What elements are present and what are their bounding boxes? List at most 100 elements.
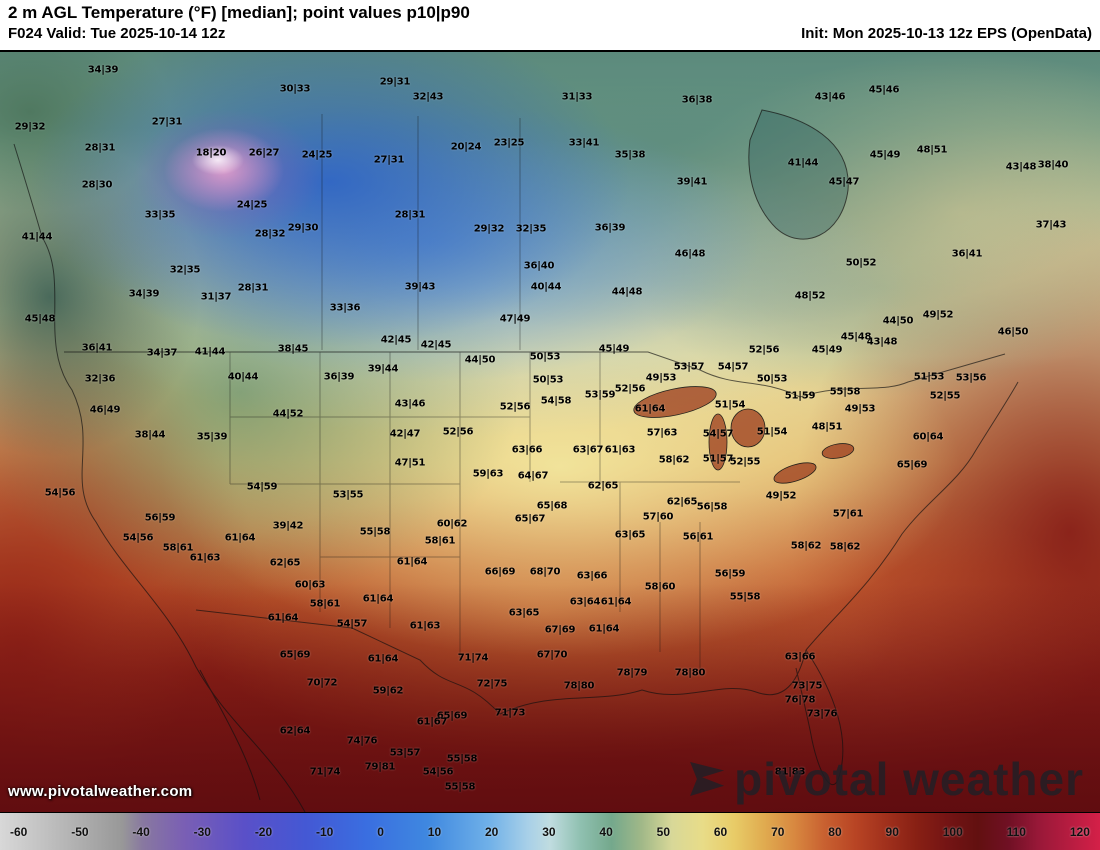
point-value: 50|53 bbox=[532, 374, 564, 386]
colorbar-tick: 120 bbox=[1069, 824, 1090, 839]
point-value: 56|59 bbox=[144, 512, 176, 524]
point-value: 64|67 bbox=[517, 470, 549, 482]
point-value: 61|64 bbox=[634, 403, 666, 415]
colorbar-tick: 110 bbox=[1006, 824, 1026, 839]
point-value: 53|55 bbox=[332, 489, 364, 501]
point-value: 61|63 bbox=[189, 552, 221, 564]
point-value: 59|62 bbox=[372, 685, 404, 697]
hudson-bay-shape bbox=[748, 109, 849, 240]
point-value: 33|35 bbox=[144, 209, 176, 221]
point-value: 45|47 bbox=[828, 176, 860, 188]
point-value: 32|36 bbox=[84, 373, 116, 385]
point-value: 78|79 bbox=[616, 667, 648, 679]
point-value: 54|56 bbox=[122, 532, 154, 544]
west-coastline bbox=[41, 236, 306, 812]
point-value: 32|35 bbox=[515, 223, 547, 235]
point-value: 35|38 bbox=[614, 149, 646, 161]
point-value: 58|61 bbox=[162, 542, 194, 554]
point-value: 58|61 bbox=[309, 598, 341, 610]
point-value: 58|62 bbox=[790, 540, 822, 552]
point-value: 42|45 bbox=[420, 339, 452, 351]
point-value: 36|38 bbox=[681, 94, 713, 106]
colorbar-tick: -60 bbox=[10, 824, 28, 839]
point-value: 61|64 bbox=[367, 653, 399, 665]
point-value: 54|56 bbox=[44, 487, 76, 499]
point-value: 39|42 bbox=[272, 520, 304, 532]
point-value: 43|46 bbox=[394, 398, 426, 410]
point-value: 36|39 bbox=[323, 371, 355, 383]
point-value: 18|20 bbox=[195, 147, 227, 159]
point-value: 57|63 bbox=[646, 427, 678, 439]
point-value: 50|52 bbox=[845, 257, 877, 269]
point-value: 49|53 bbox=[645, 372, 677, 384]
point-value: 34|37 bbox=[146, 347, 178, 359]
map-borders bbox=[13, 109, 1019, 812]
point-value: 28|31 bbox=[84, 142, 116, 154]
point-value: 36|39 bbox=[594, 222, 626, 234]
brand-text: pivotal weather bbox=[734, 753, 1084, 805]
point-value: 28|31 bbox=[394, 209, 426, 221]
point-value: 49|52 bbox=[922, 309, 954, 321]
point-value: 36|40 bbox=[523, 260, 555, 272]
point-value: 45|49 bbox=[869, 149, 901, 161]
point-value: 38|45 bbox=[277, 343, 309, 355]
point-value: 44|48 bbox=[611, 286, 643, 298]
point-value: 61|64 bbox=[396, 556, 428, 568]
point-value: 61|63 bbox=[604, 444, 636, 456]
point-value: 70|72 bbox=[306, 677, 338, 689]
point-value: 65|69 bbox=[896, 459, 928, 471]
point-value: 51|57 bbox=[702, 453, 734, 465]
point-value: 73|76 bbox=[806, 708, 838, 720]
point-value: 63|65 bbox=[614, 529, 646, 541]
point-value: 58|60 bbox=[644, 581, 676, 593]
point-value: 39|44 bbox=[367, 363, 399, 375]
colorbar-tick: -20 bbox=[254, 824, 273, 839]
point-value: 71|74 bbox=[309, 766, 341, 778]
colorbar-tick: 30 bbox=[542, 824, 556, 839]
point-value: 49|52 bbox=[765, 490, 797, 502]
website-watermark: www.pivotalweather.com bbox=[8, 783, 193, 800]
point-value: 54|58 bbox=[540, 395, 572, 407]
point-value: 61|64 bbox=[588, 623, 620, 635]
temperature-colorbar: -60 -50 -40 -30 -20 -10 0 10 20 30 40 50 60 70 80 90 100… bbox=[0, 812, 1100, 850]
colorbar-tick: 100 bbox=[942, 824, 963, 839]
point-value: 63|66 bbox=[576, 570, 608, 582]
point-value: 63|66 bbox=[784, 651, 816, 663]
point-value: 53|59 bbox=[584, 389, 616, 401]
point-value: 44|52 bbox=[272, 408, 304, 420]
point-value: 58|62 bbox=[658, 454, 690, 466]
colorbar-tick: 20 bbox=[484, 824, 499, 839]
point-value: 50|53 bbox=[756, 373, 788, 385]
point-value: 61|64 bbox=[224, 532, 256, 544]
point-value: 72|75 bbox=[476, 678, 508, 690]
product-title: 2 m AGL Temperature (°F) [median]; point… bbox=[8, 3, 470, 22]
point-value: 28|32 bbox=[254, 228, 286, 240]
point-value: 41|44 bbox=[787, 157, 819, 169]
point-value: 40|44 bbox=[530, 281, 562, 293]
point-value: 54|56 bbox=[422, 766, 454, 778]
point-value: 61|64 bbox=[600, 596, 632, 608]
point-value: 52|56 bbox=[748, 344, 780, 356]
point-value: 60|63 bbox=[294, 579, 326, 591]
colorbar-tick: -50 bbox=[71, 824, 89, 839]
point-value: 47|51 bbox=[394, 457, 426, 469]
point-value: 65|67 bbox=[514, 513, 546, 525]
point-value: 46|48 bbox=[674, 248, 706, 260]
mexico-border bbox=[195, 609, 501, 715]
colorbar-tick: 80 bbox=[828, 824, 842, 839]
point-value: 74|76 bbox=[346, 735, 378, 747]
point-value: 35|39 bbox=[196, 431, 228, 443]
point-value: 29|30 bbox=[287, 222, 319, 234]
colorbar-tick: 60 bbox=[713, 824, 728, 839]
valid-time-label: F024 Valid: Tue 2025-10-14 12z bbox=[8, 25, 226, 42]
point-value: 57|61 bbox=[832, 508, 864, 520]
point-value: 24|25 bbox=[301, 149, 333, 161]
title-bar: 2 m AGL Temperature (°F) [median]; point… bbox=[0, 0, 1100, 52]
point-value: 46|49 bbox=[89, 404, 121, 416]
point-value: 48|52 bbox=[794, 290, 826, 302]
colorbar-tick: 10 bbox=[427, 824, 442, 839]
temperature-map: 34|39 30|33 29|31 32|43 31|33 36|38 43|46 45|46… bbox=[0, 52, 1100, 812]
point-value: 40|44 bbox=[227, 371, 259, 383]
point-value: 56|61 bbox=[682, 531, 714, 543]
